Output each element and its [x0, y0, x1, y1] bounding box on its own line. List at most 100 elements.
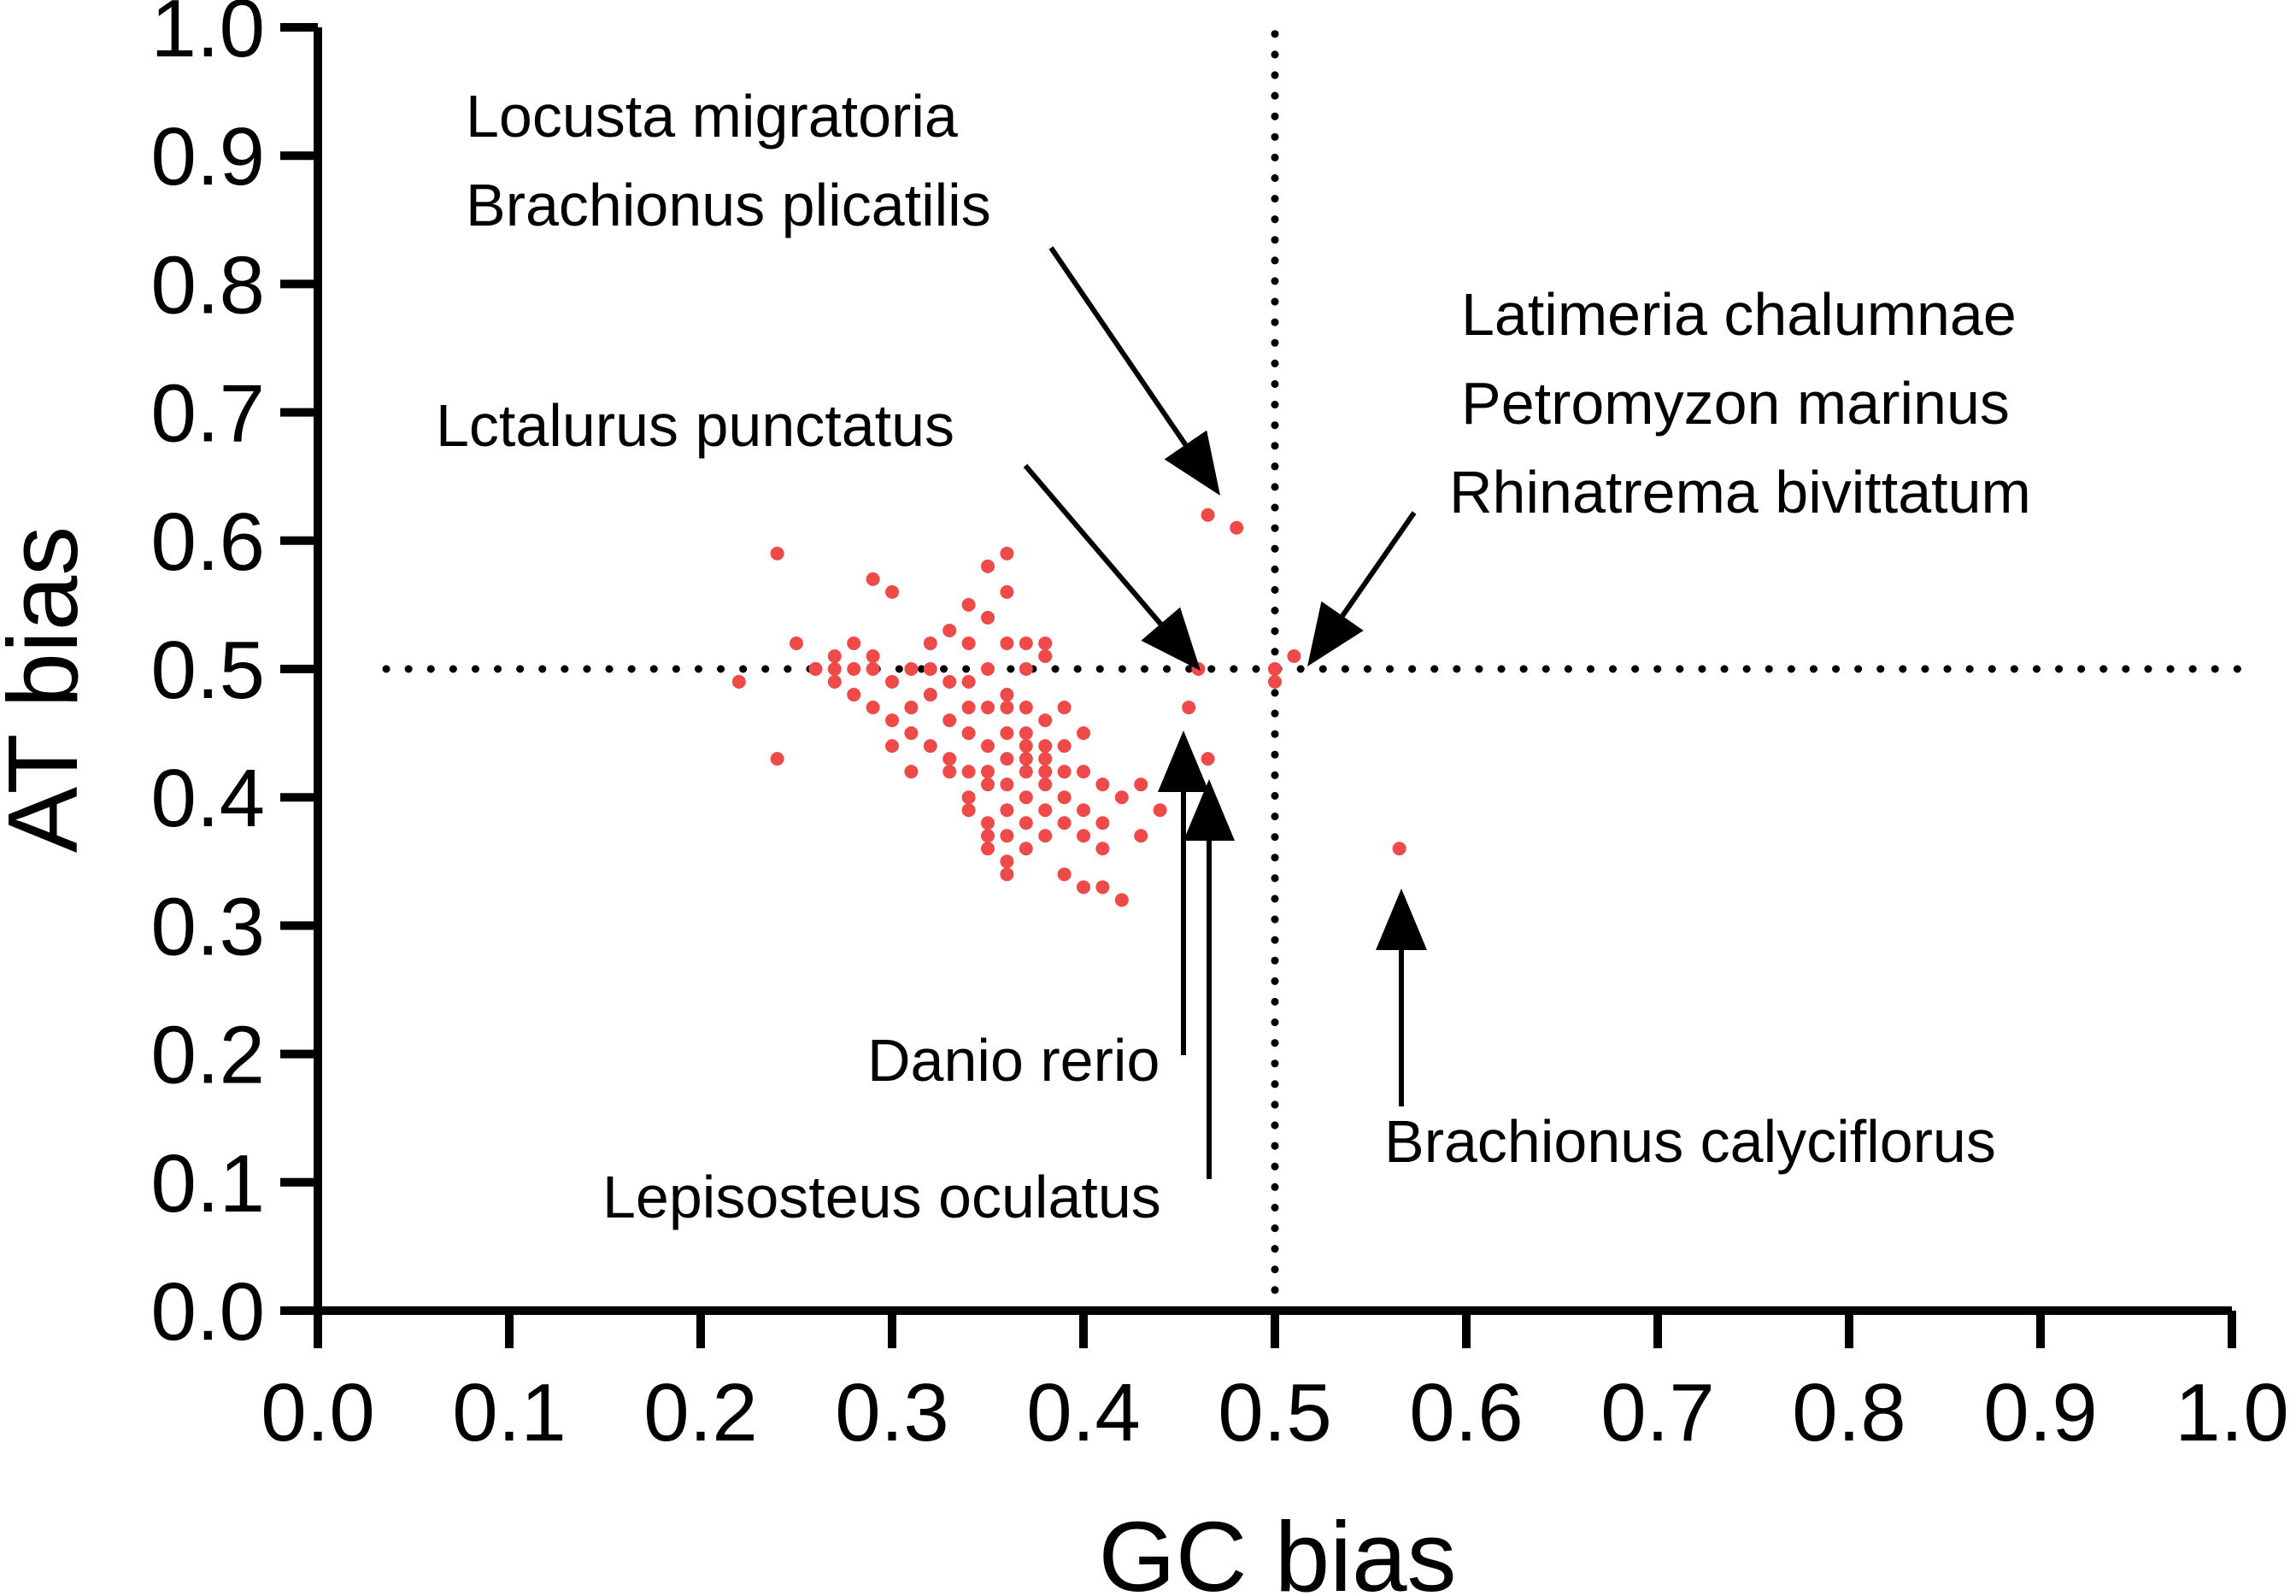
data-point — [981, 816, 995, 830]
data-point — [847, 688, 861, 702]
x-tick-label: 0.6 — [1409, 1367, 1523, 1458]
data-point — [961, 701, 976, 715]
data-point — [866, 662, 880, 676]
arrow-brachionus-calyciflorus — [1376, 889, 1427, 1106]
data-point — [885, 584, 899, 599]
data-point — [1038, 752, 1053, 766]
y-tick-label: 0.6 — [151, 496, 265, 588]
arrow-danio — [1158, 731, 1209, 1055]
data-point — [731, 675, 746, 689]
data-point — [1095, 777, 1110, 792]
x-tick-label: 0.9 — [1983, 1367, 2097, 1458]
data-point — [981, 559, 995, 573]
data-point — [1000, 803, 1014, 818]
annotation-label: Danio rerio — [867, 1027, 1160, 1094]
data-point — [1038, 713, 1053, 728]
y-tick-label: 0.0 — [151, 1266, 265, 1358]
data-point — [770, 546, 784, 560]
x-tick-label: 0.2 — [643, 1367, 757, 1458]
data-point — [1392, 842, 1406, 856]
data-point — [1230, 520, 1244, 535]
y-tick-label: 0.7 — [151, 368, 265, 460]
data-point — [866, 572, 880, 586]
data-point — [1057, 739, 1072, 754]
data-point — [961, 765, 976, 779]
annotations: Locusta migratoria Brachionus plicatilis L… — [436, 83, 2031, 1230]
x-tick-label: 1.0 — [2175, 1367, 2288, 1458]
data-point — [1201, 752, 1215, 766]
x-tick-label: 0.0 — [261, 1367, 374, 1458]
data-point — [961, 675, 976, 689]
data-point — [923, 688, 937, 702]
data-point — [866, 648, 880, 663]
data-point — [1038, 648, 1053, 663]
data-point — [1019, 765, 1033, 779]
data-point — [981, 662, 995, 676]
data-point — [1095, 816, 1110, 830]
data-point — [981, 701, 995, 715]
data-point — [1000, 829, 1014, 843]
data-point — [1057, 765, 1072, 779]
arrow-lctalurus — [1023, 464, 1201, 671]
y-tick-label: 0.5 — [151, 625, 265, 716]
data-point — [1134, 829, 1148, 843]
data-point — [942, 675, 957, 689]
data-point — [827, 662, 842, 676]
data-point — [981, 829, 995, 843]
data-point — [1000, 546, 1014, 560]
data-point — [1019, 701, 1033, 715]
annotation-arrows — [1023, 246, 1427, 1179]
data-point — [981, 739, 995, 754]
y-axis-label: AT bias — [0, 526, 98, 854]
data-point — [1201, 508, 1215, 522]
data-point — [923, 662, 937, 676]
data-point — [1019, 790, 1033, 805]
data-point — [1038, 777, 1053, 792]
data-point — [770, 752, 784, 766]
data-point — [923, 739, 937, 754]
x-axis-label: GC bias — [1098, 1501, 1456, 1596]
arrow-locusta — [1048, 246, 1220, 496]
data-point — [1114, 790, 1129, 805]
y-tick-label: 0.8 — [151, 239, 265, 331]
data-point — [981, 610, 995, 625]
data-point — [847, 662, 861, 676]
data-point — [961, 803, 976, 818]
data-point — [1000, 777, 1014, 792]
data-point — [1057, 867, 1072, 882]
arrow-lepisosteus — [1183, 779, 1235, 1179]
data-point — [1077, 765, 1090, 779]
data-point — [1000, 636, 1014, 650]
data-point — [1000, 701, 1014, 715]
annotation-label: Lctalurus punctatus — [436, 392, 954, 459]
data-point — [1057, 701, 1072, 715]
data-point — [1019, 842, 1033, 856]
data-point — [1000, 726, 1014, 741]
arrow-latimeria — [1307, 511, 1417, 666]
data-point — [904, 765, 919, 779]
arrow-head — [1141, 607, 1201, 671]
data-point — [981, 765, 995, 779]
data-point — [1000, 584, 1014, 599]
y-tick-label: 0.4 — [151, 753, 265, 844]
data-point — [961, 726, 976, 741]
data-point — [1019, 739, 1033, 754]
arrow-shaft — [1023, 464, 1163, 626]
data-point — [1000, 752, 1014, 766]
arrow-head — [1307, 601, 1364, 666]
data-point — [904, 662, 919, 676]
data-point — [1182, 701, 1196, 715]
annotation-label: Brachionus plicatilis — [466, 172, 991, 238]
annotation-label: Lepisosteus oculatus — [602, 1164, 1161, 1230]
data-point — [981, 777, 995, 792]
data-point — [1077, 726, 1090, 741]
data-point — [1114, 893, 1129, 907]
arrow-shaft — [1340, 511, 1417, 618]
arrow-head — [1164, 430, 1220, 496]
x-tick-label: 0.3 — [835, 1367, 948, 1458]
x-tick-label: 0.4 — [1026, 1367, 1140, 1458]
annotation-label: Locusta migratoria — [466, 83, 958, 150]
data-point — [1077, 829, 1090, 843]
